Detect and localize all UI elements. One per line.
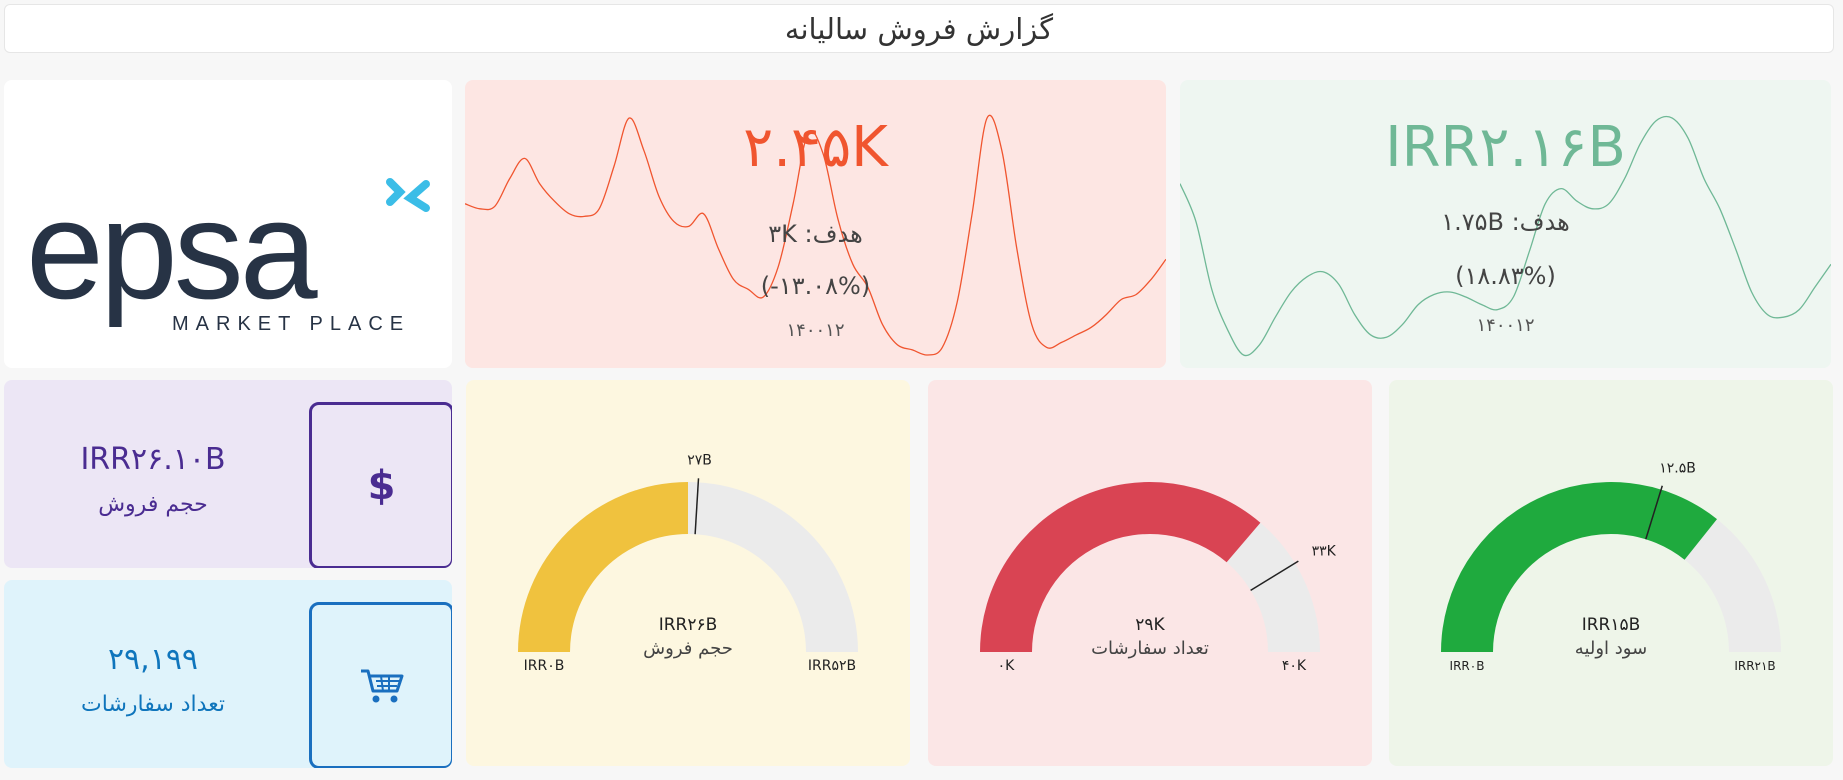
gauge-chart: ۲۷B IRR۰B IRR۵۲B IRR۲۶B حجم فروش — [518, 452, 858, 674]
gauge-value: ۲۹K — [1135, 615, 1165, 635]
gauge-value: IRR۱۵B — [1582, 615, 1641, 635]
gauge-sales-volume: ۲۷B IRR۰B IRR۵۲B IRR۲۶B حجم فروش — [466, 380, 910, 766]
gauge-target-label: ۱۲.۵B — [1659, 461, 1696, 477]
report-title: گزارش فروش سالیانه — [784, 11, 1054, 46]
sparkline-area — [465, 115, 1166, 368]
stat-value: IRR۲۶.۱۰B — [80, 442, 226, 477]
logo-mark-icon — [386, 178, 430, 212]
gauge-min-label: IRR۰B — [1450, 659, 1485, 673]
order-count-sparkline — [465, 114, 1166, 368]
gauge-target-label: ۲۷B — [687, 452, 712, 468]
stat-icon-box — [309, 602, 452, 768]
kpi-period: ۱۴۰۰۱۲ — [786, 320, 845, 341]
gauge-fill — [518, 482, 688, 652]
cart-icon — [360, 669, 403, 702]
logo-tagline: MARKET PLACE — [172, 313, 410, 335]
report-header: گزارش فروش سالیانه — [4, 4, 1834, 53]
gauge-label: تعداد سفارشات — [1091, 638, 1209, 659]
gauge-label: سود اولیه — [1575, 638, 1647, 659]
stat-value: ۲۹,۱۹۹ — [107, 642, 199, 677]
dollar-icon: $ — [367, 462, 396, 509]
logo-card: epsa MARKET PLACE — [4, 80, 452, 368]
gauge-target-line — [1250, 560, 1299, 591]
gauge-gross-profit: ۱۲.۵B IRR۰B IRR۲۱B IRR۱۵B سود اولیه — [1389, 380, 1833, 766]
kpi-value: IRR۲.۱۶B — [1385, 115, 1626, 180]
sparkline-line — [1180, 115, 1831, 357]
gauge-chart: ۳۳K ۰K ۴۰K ۲۹K تعداد سفارشات — [980, 482, 1337, 674]
gauge-target-label: ۳۳K — [1312, 544, 1337, 560]
gauge-max-label: IRR۵۲B — [808, 658, 856, 674]
gauge-target-line — [694, 478, 700, 535]
epsa-logo: epsa MARKET PLACE — [26, 171, 430, 335]
kpi-revenue: IRR۲.۱۶B هدف: ۱.۷۵B (۱۸.۸۳%) ۱۴۰۰۱۲ — [1180, 80, 1831, 368]
kpi-goal: هدف: ۱.۷۵B — [1441, 208, 1570, 236]
stat-order-count: ۲۹,۱۹۹ تعداد سفارشات — [4, 580, 452, 768]
gauge-fill — [980, 482, 1261, 652]
gauge-min-label: ۰K — [998, 658, 1016, 674]
gauge-chart: ۱۲.۵B IRR۰B IRR۲۱B IRR۱۵B سود اولیه — [1441, 461, 1781, 673]
revenue-sparkline — [1180, 115, 1831, 368]
stat-label: حجم فروش — [98, 492, 208, 517]
kpi-change: (-۱۳.۰۸%) — [760, 272, 871, 300]
gauge-min-label: IRR۰B — [524, 658, 565, 674]
logo-wordmark: epsa — [26, 171, 318, 328]
stat-sales-volume: IRR۲۶.۱۰B حجم فروش $ — [4, 380, 452, 568]
gauge-label: حجم فروش — [643, 638, 733, 659]
gauge-target-line — [1645, 485, 1664, 540]
kpi-value: ۲.۴۵K — [743, 115, 888, 180]
gauge-max-label: IRR۲۱B — [1734, 659, 1775, 673]
gauge-max-label: ۴۰K — [1282, 658, 1307, 674]
gauge-order-count: ۳۳K ۰K ۴۰K ۲۹K تعداد سفارشات — [928, 380, 1372, 766]
stat-label: تعداد سفارشات — [81, 692, 225, 717]
kpi-order-count: ۲.۴۵K هدف: ۳K (-۱۳.۰۸%) ۱۴۰۰۱۲ — [465, 80, 1166, 368]
kpi-change: (۱۸.۸۳%) — [1455, 262, 1556, 290]
sparkline-area — [1180, 116, 1831, 368]
sparkline-line — [465, 114, 1166, 356]
gauge-fill — [1441, 482, 1717, 652]
gauge-value: IRR۲۶B — [659, 615, 718, 635]
kpi-goal: هدف: ۳K — [768, 220, 863, 248]
kpi-period: ۱۴۰۰۱۲ — [1476, 315, 1535, 336]
stat-icon-box: $ — [309, 402, 452, 568]
